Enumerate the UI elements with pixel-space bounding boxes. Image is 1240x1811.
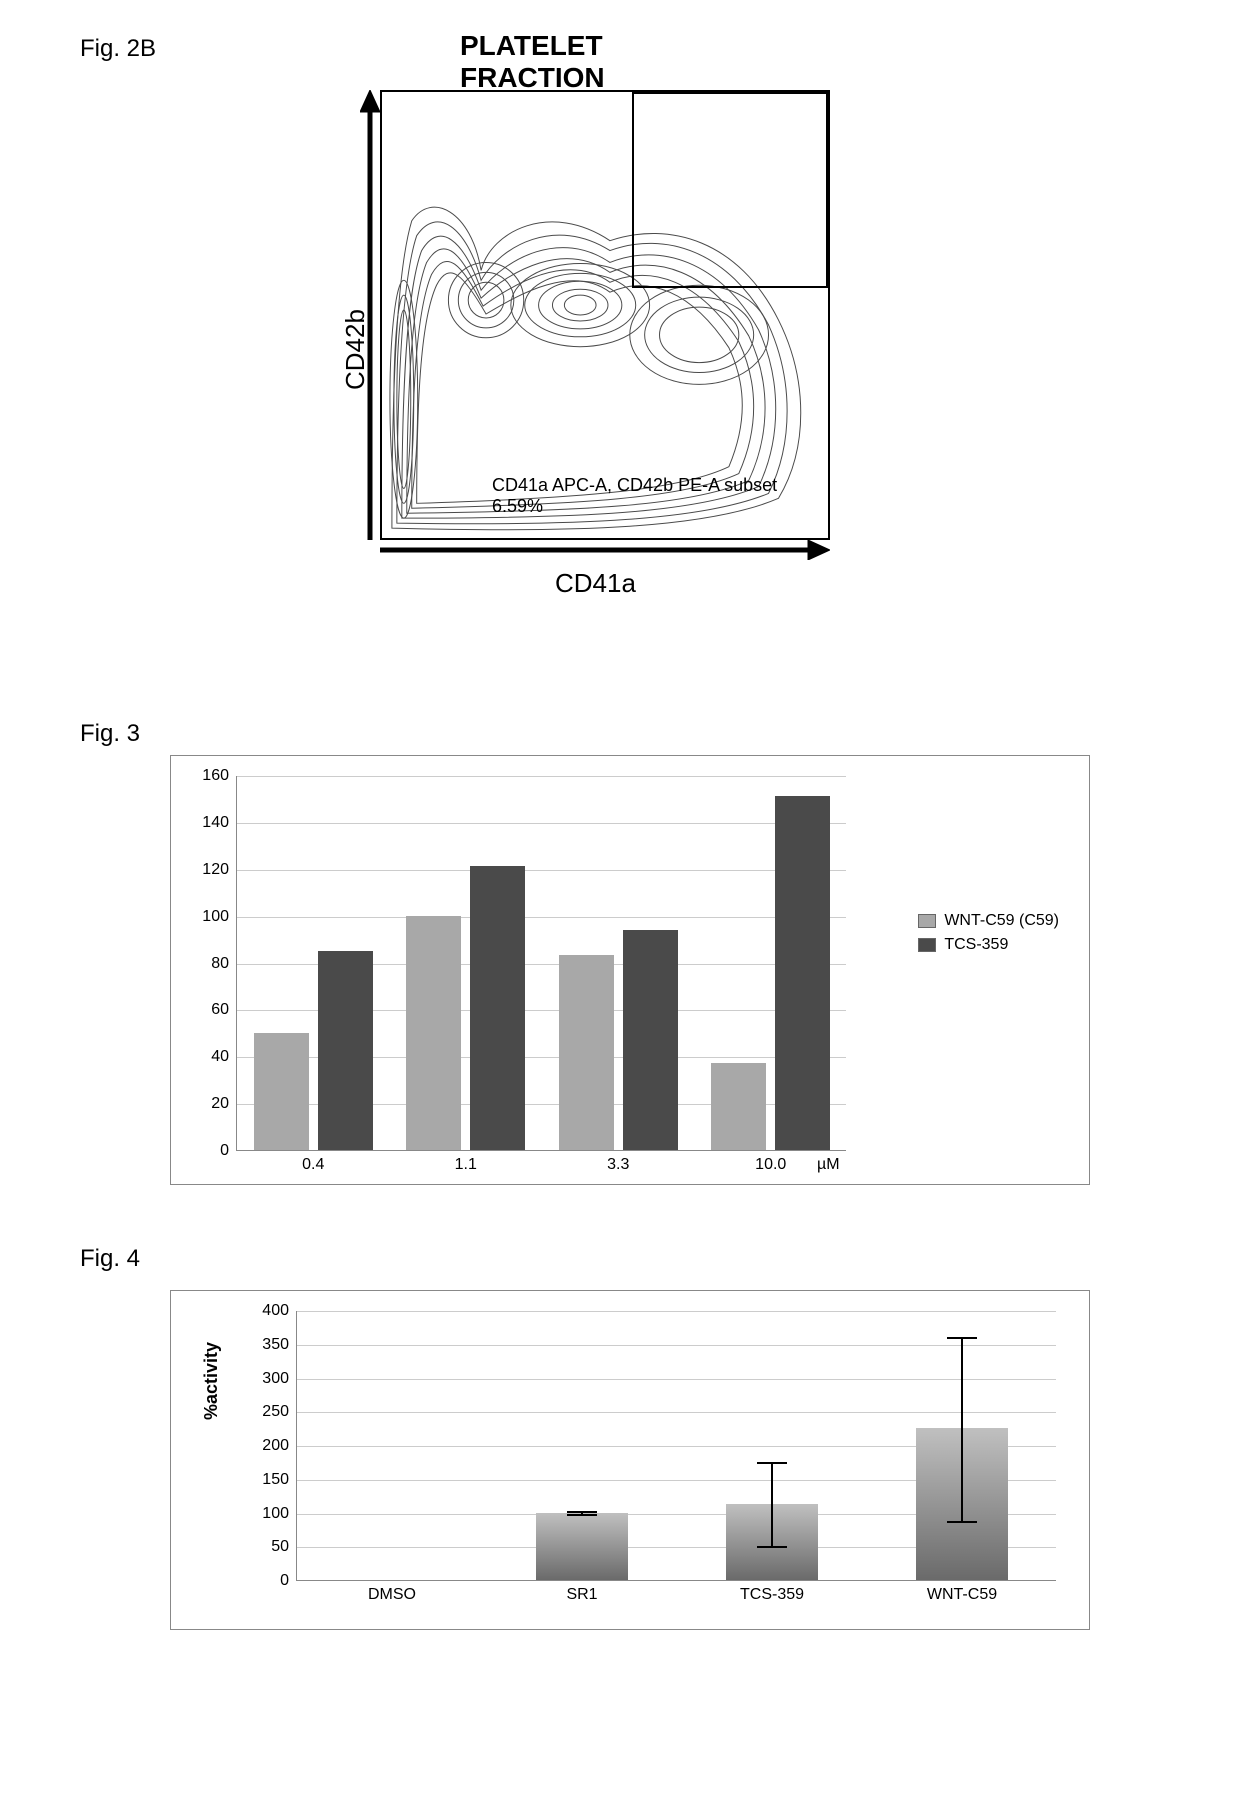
fig2b-label: Fig. 2B (80, 35, 156, 63)
y-tick-label: 40 (187, 1048, 237, 1066)
bar (406, 916, 461, 1150)
y-tick-label: 300 (247, 1370, 297, 1388)
bar (318, 951, 373, 1150)
legend-swatch (918, 938, 936, 952)
x-tick-label: 10.0 (755, 1150, 786, 1174)
y-tick-label: 200 (247, 1437, 297, 1455)
y-axis-label: CD42b (340, 309, 371, 390)
fig4-bar-chart: %activity 050100150200250300350400DMSOSR… (170, 1290, 1090, 1630)
y-tick-label: 0 (187, 1142, 237, 1160)
legend-label: WNT-C59 (C59) (944, 912, 1059, 930)
y-tick-label: 20 (187, 1095, 237, 1113)
y-tick-label: 160 (187, 767, 237, 785)
fig2b-subset-label: CD41a APC-A, CD42b PE-A subset 6.59% (492, 475, 777, 518)
fig4-label: Fig. 4 (80, 1245, 140, 1273)
x-axis-arrow-icon (380, 540, 830, 560)
x-tick-label: SR1 (566, 1580, 597, 1604)
fig4-plot-area: 050100150200250300350400DMSOSR1TCS-359WN… (296, 1311, 1056, 1581)
gridline (237, 917, 846, 918)
x-axis-label: CD41a (555, 568, 636, 599)
legend-item: WNT-C59 (C59) (918, 912, 1059, 930)
legend-label: TCS-359 (944, 936, 1008, 954)
y-tick-label: 80 (187, 955, 237, 973)
error-cap (567, 1511, 597, 1513)
x-unit-label: µM (817, 1150, 840, 1174)
y-tick-label: 400 (247, 1302, 297, 1320)
error-cap (757, 1462, 787, 1464)
x-tick-label: WNT-C59 (927, 1580, 997, 1604)
fig3-bar-chart: 0204060801001201401600.41.13.310.0µM WNT… (170, 755, 1090, 1185)
error-bar (771, 1463, 773, 1547)
gridline (297, 1379, 1056, 1380)
bar (623, 930, 678, 1150)
error-cap (947, 1521, 977, 1523)
legend-item: TCS-359 (918, 936, 1059, 954)
bar (711, 1063, 766, 1150)
y-tick-label: 120 (187, 861, 237, 879)
error-cap (947, 1337, 977, 1339)
y-tick-label: 60 (187, 1001, 237, 1019)
subset-text-2: 6.59% (492, 496, 777, 518)
bar (470, 866, 525, 1150)
y-tick-label: 250 (247, 1403, 297, 1421)
x-tick-label: 3.3 (607, 1150, 629, 1174)
fig3-label: Fig. 3 (80, 720, 140, 748)
bar (536, 1513, 627, 1581)
fig4-y-axis-label: %activity (201, 1342, 222, 1420)
gridline (237, 776, 846, 777)
gridline (237, 870, 846, 871)
y-tick-label: 100 (247, 1505, 297, 1523)
y-tick-label: 0 (247, 1572, 297, 1590)
gridline (297, 1345, 1056, 1346)
fig2b-plot-frame: CD41a APC-A, CD42b PE-A subset 6.59% (380, 90, 830, 540)
y-tick-label: 350 (247, 1336, 297, 1354)
subset-text-1: CD41a APC-A, CD42b PE-A subset (492, 475, 777, 497)
y-tick-label: 150 (247, 1471, 297, 1489)
legend-swatch (918, 914, 936, 928)
y-tick-label: 100 (187, 908, 237, 926)
bar (559, 955, 614, 1150)
bar (254, 1033, 309, 1150)
y-tick-label: 140 (187, 814, 237, 832)
fig2b-title: PLATELET FRACTION (460, 30, 740, 94)
fig2b-gate-rect (632, 92, 828, 288)
error-bar (961, 1338, 963, 1522)
x-tick-label: DMSO (368, 1580, 416, 1604)
fig3-legend: WNT-C59 (C59) TCS-359 (918, 906, 1059, 960)
x-tick-label: 1.1 (455, 1150, 477, 1174)
error-cap (757, 1546, 787, 1548)
bar (775, 796, 830, 1150)
gridline (297, 1412, 1056, 1413)
x-tick-label: 0.4 (302, 1150, 324, 1174)
fig3-plot-area: 0204060801001201401600.41.13.310.0µM (236, 776, 846, 1151)
fig2b-contour-plot: PLATELET FRACTION (320, 70, 880, 630)
gridline (297, 1311, 1056, 1312)
gridline (237, 823, 846, 824)
error-cap (567, 1514, 597, 1516)
x-tick-label: TCS-359 (740, 1580, 804, 1604)
y-tick-label: 50 (247, 1538, 297, 1556)
